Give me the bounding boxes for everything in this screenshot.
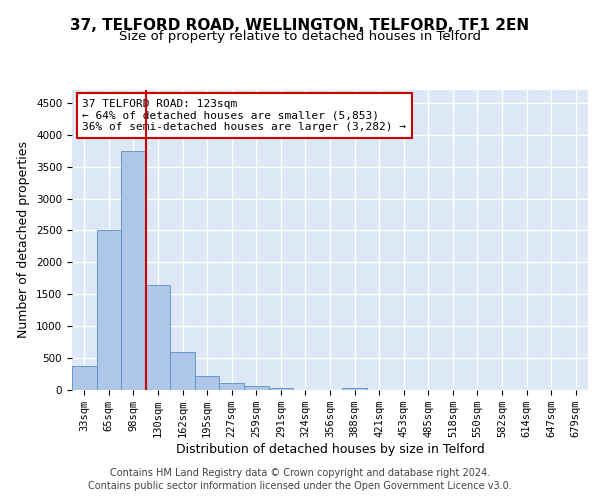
Bar [269, 388, 293, 390]
Bar [170, 352, 195, 390]
Y-axis label: Number of detached properties: Number of detached properties [17, 142, 31, 338]
Text: Contains HM Land Registry data © Crown copyright and database right 2024.: Contains HM Land Registry data © Crown c… [110, 468, 490, 477]
Text: 37, TELFORD ROAD, WELLINGTON, TELFORD, TF1 2EN: 37, TELFORD ROAD, WELLINGTON, TELFORD, T… [70, 18, 530, 32]
Text: Contains public sector information licensed under the Open Government Licence v3: Contains public sector information licen… [88, 481, 512, 491]
Bar [97, 230, 121, 390]
Text: Size of property relative to detached houses in Telford: Size of property relative to detached ho… [119, 30, 481, 43]
Text: 37 TELFORD ROAD: 123sqm
← 64% of detached houses are smaller (5,853)
36% of semi: 37 TELFORD ROAD: 123sqm ← 64% of detache… [82, 99, 406, 132]
Bar [121, 150, 146, 390]
Bar [244, 386, 269, 390]
Bar [220, 384, 244, 390]
Bar [146, 286, 170, 390]
Bar [195, 376, 220, 390]
Bar [342, 388, 367, 390]
X-axis label: Distribution of detached houses by size in Telford: Distribution of detached houses by size … [176, 443, 484, 456]
Bar [72, 366, 97, 390]
